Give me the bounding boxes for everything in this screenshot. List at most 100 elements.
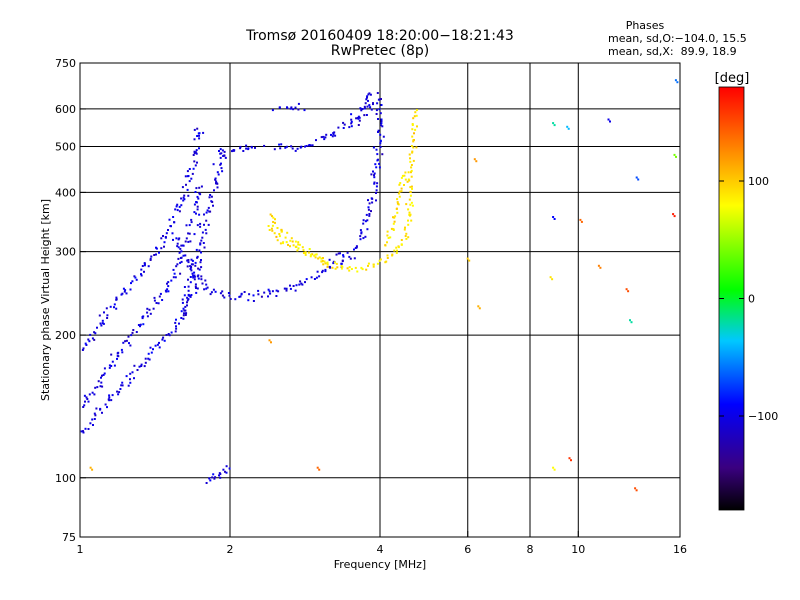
o-mode-point — [195, 201, 198, 204]
o-mode-point — [143, 262, 146, 265]
o-mode-point — [85, 344, 88, 346]
o-mode-point — [172, 268, 175, 271]
o-mode-point — [328, 258, 331, 261]
o-mode-point — [355, 245, 358, 248]
o-mode-point — [368, 104, 371, 107]
o-mode-point — [136, 369, 139, 371]
o-mode-point — [197, 197, 200, 200]
o-mode-point — [176, 242, 179, 245]
o-mode-point — [370, 173, 373, 176]
x-mode-point — [372, 263, 375, 266]
o-mode-point — [329, 266, 332, 269]
o-mode-point — [290, 145, 293, 148]
o-mode-point — [110, 365, 113, 367]
o-mode-point — [185, 312, 188, 315]
o-mode-point — [157, 302, 160, 305]
o-mode-point — [83, 404, 86, 407]
x-mode-point — [410, 171, 412, 174]
x-mode-point — [322, 263, 325, 266]
o-mode-point — [313, 278, 316, 280]
o-mode-point — [196, 127, 199, 130]
o-mode-point — [187, 259, 190, 261]
x-mode-point — [302, 249, 305, 252]
o-mode-point — [280, 143, 283, 146]
x-mode-point — [304, 253, 307, 256]
o-mode-point — [290, 106, 293, 109]
o-mode-point — [240, 292, 243, 295]
o-mode-point — [257, 289, 260, 292]
o-mode-point — [349, 257, 352, 260]
o-mode-point — [361, 108, 364, 110]
o-mode-point — [137, 324, 140, 326]
o-mode-point — [141, 265, 144, 267]
scattered-point — [466, 257, 469, 260]
o-mode-point — [299, 280, 302, 283]
o-mode-point — [108, 366, 111, 369]
o-mode-point — [153, 296, 156, 299]
scattered-point — [552, 216, 555, 218]
o-mode-point — [176, 209, 179, 212]
o-mode-point — [101, 319, 104, 322]
o-mode-point — [375, 189, 378, 192]
o-mode-point — [363, 105, 366, 108]
o-mode-point — [353, 248, 355, 251]
x-mode-point — [269, 213, 272, 216]
o-mode-point — [342, 127, 345, 129]
o-mode-point — [154, 344, 157, 347]
o-mode-point — [380, 118, 383, 121]
o-mode-point — [175, 265, 178, 268]
o-mode-point — [367, 99, 369, 102]
x-mode-point — [285, 241, 288, 244]
x-mode-point — [334, 267, 337, 270]
o-mode-point — [300, 145, 303, 148]
x-mode-point — [412, 117, 415, 120]
o-mode-point — [93, 412, 96, 415]
o-mode-point — [216, 171, 219, 174]
o-mode-point — [178, 205, 181, 208]
o-mode-point — [102, 322, 105, 325]
x-mode-point — [289, 245, 291, 248]
x-mode-point — [396, 202, 399, 205]
o-mode-point — [285, 145, 288, 148]
o-mode-point — [257, 293, 260, 296]
o-mode-point — [356, 116, 359, 119]
o-mode-point — [186, 265, 189, 268]
o-mode-point — [80, 430, 83, 433]
o-mode-point — [224, 156, 227, 159]
o-mode-point — [106, 314, 109, 317]
o-mode-point — [194, 285, 197, 288]
x-mode-point — [394, 215, 397, 218]
o-mode-point — [93, 393, 96, 396]
o-mode-point — [178, 251, 181, 254]
o-mode-point — [227, 292, 230, 294]
o-mode-point — [187, 278, 189, 281]
o-mode-point — [359, 235, 362, 238]
o-mode-point — [353, 257, 356, 260]
o-mode-point — [148, 308, 151, 311]
o-mode-point — [321, 271, 324, 274]
o-mode-point — [208, 477, 211, 480]
o-mode-point — [375, 109, 378, 112]
o-mode-point — [166, 288, 169, 291]
x-mode-point — [401, 174, 404, 177]
y-tick-label: 500 — [55, 140, 76, 153]
o-mode-point — [102, 374, 105, 376]
x-mode-point — [390, 227, 393, 230]
o-mode-point — [212, 204, 214, 207]
o-mode-point — [366, 219, 369, 222]
o-mode-point — [180, 250, 183, 253]
x-mode-point — [389, 236, 392, 239]
x-mode-point — [289, 239, 292, 242]
x-mode-point — [311, 253, 314, 256]
o-mode-point — [200, 239, 203, 242]
o-mode-point — [116, 357, 118, 360]
o-mode-point — [159, 292, 162, 295]
o-mode-point — [358, 116, 361, 119]
colorbar-tick-label: −100 — [748, 410, 778, 423]
x-mode-point — [408, 198, 411, 201]
o-mode-point — [358, 119, 361, 122]
o-mode-point — [377, 118, 379, 120]
o-mode-point — [93, 418, 96, 420]
o-mode-point — [203, 213, 205, 216]
o-mode-point — [372, 146, 375, 149]
